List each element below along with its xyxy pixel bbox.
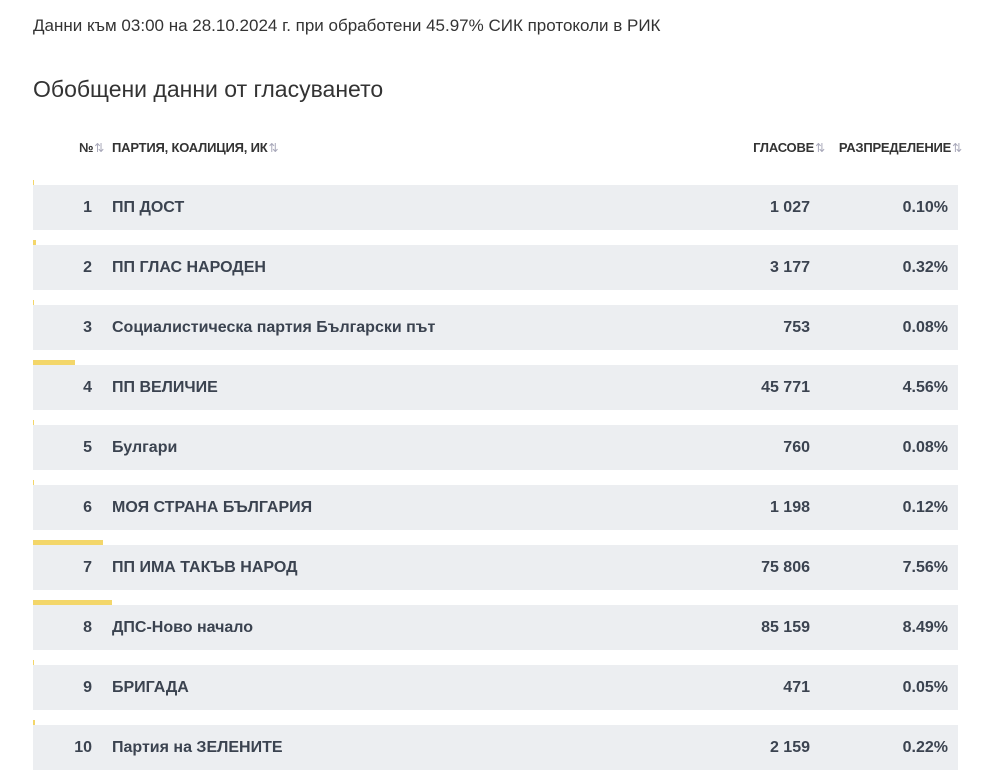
status-line: Данни към 03:00 на 28.10.2024 г. при обр…	[33, 16, 661, 35]
sort-icon: ⇅	[268, 141, 279, 155]
share-bar	[33, 600, 112, 605]
share-label: 0.08%	[902, 439, 948, 456]
share-label: 0.32%	[902, 259, 948, 276]
table-row: 8 ДПС-Ново начало 85 159 8.49%	[33, 605, 958, 650]
share-bar	[33, 480, 35, 485]
party-name: ПП ВЕЛИЧИЕ	[112, 379, 218, 396]
header-cell[interactable]: ГЛАСОВЕ⇅	[753, 140, 825, 155]
row-number: 3	[83, 319, 92, 336]
votes: 75 806	[761, 559, 810, 576]
votes: 753	[783, 319, 810, 336]
header-label: РАЗПРЕДЕЛЕНИЕ	[838, 140, 952, 155]
table-row: 6 МОЯ СТРАНА БЪЛГАРИЯ 1 198 0.12%	[33, 485, 958, 530]
share-label: 4.56%	[902, 379, 948, 396]
header-label: ПАРТИЯ, КОАЛИЦИЯ, ИК	[112, 140, 268, 155]
table-row: 1 ПП ДОСТ 1 027 0.10%	[33, 185, 958, 230]
share-bar	[33, 360, 76, 365]
table-row: 2 ПП ГЛАС НАРОДЕН 3 177 0.32%	[33, 245, 958, 290]
votes: 2 159	[769, 739, 810, 756]
share-bar	[33, 240, 36, 245]
sort-icon: ⇅	[815, 141, 825, 155]
votes: 1 198	[769, 499, 810, 516]
table-row: 5 Булгари 760 0.08%	[33, 425, 958, 470]
sort-icon: ⇅	[952, 141, 962, 155]
votes: 85 159	[761, 619, 810, 636]
header-label: ГЛАСОВЕ	[753, 140, 815, 155]
row-number: 8	[83, 619, 92, 636]
header-cell[interactable]: РАЗПРЕДЕЛЕНИЕ⇅	[839, 140, 962, 155]
header-cell[interactable]: ПАРТИЯ, КОАЛИЦИЯ, ИК⇅	[112, 140, 279, 155]
header-label: №	[79, 140, 94, 155]
votes: 471	[783, 679, 810, 696]
table-row: 9 БРИГАДА 471 0.05%	[33, 665, 958, 710]
party-name: Партия на ЗЕЛЕНИТЕ	[112, 739, 283, 756]
table-row: 4 ПП ВЕЛИЧИЕ 45 771 4.56%	[33, 365, 958, 410]
row-number: 2	[83, 259, 92, 276]
share-label: 8.49%	[902, 619, 948, 636]
share-label: 0.08%	[902, 319, 948, 336]
share-bar	[33, 720, 36, 725]
share-label: 0.10%	[902, 199, 948, 216]
votes: 45 771	[761, 379, 810, 396]
row-number: 1	[83, 199, 92, 216]
party-name: Социалистическа партия Български път	[112, 319, 436, 336]
party-name: ДПС-Ново начало	[112, 619, 254, 636]
party-name: БРИГАДА	[112, 679, 189, 696]
party-name: ПП ИМА ТАКЪВ НАРОД	[112, 559, 298, 576]
votes: 1 027	[769, 199, 810, 216]
row-number: 7	[83, 559, 92, 576]
share-label: 0.05%	[902, 679, 948, 696]
sort-icon: ⇅	[94, 141, 105, 155]
table-row: 7 ПП ИМА ТАКЪВ НАРОД 75 806 7.56%	[33, 545, 958, 590]
row-number: 9	[83, 679, 92, 696]
row-number: 10	[74, 739, 92, 756]
share-bar	[33, 540, 103, 545]
table-row: 10 Партия на ЗЕЛЕНИТЕ 2 159 0.22%	[33, 725, 958, 770]
share-bar	[33, 180, 34, 185]
party-name: МОЯ СТРАНА БЪЛГАРИЯ	[112, 499, 313, 516]
row-number: 6	[83, 499, 92, 516]
share-label: 7.56%	[902, 559, 948, 576]
share-label: 0.22%	[902, 739, 948, 756]
party-name: ПП ДОСТ	[112, 199, 185, 216]
row-number: 4	[83, 379, 92, 396]
section-title: Обобщени данни от гласуването	[33, 76, 384, 102]
table-row: 3 Социалистическа партия Български път 753…	[33, 305, 958, 350]
votes: 760	[783, 439, 810, 456]
party-name: Булгари	[112, 439, 178, 456]
party-name: ПП ГЛАС НАРОДЕН	[112, 259, 266, 276]
header-cell[interactable]: №⇅	[79, 140, 104, 155]
row-number: 5	[83, 439, 92, 456]
share-bar	[33, 300, 34, 305]
votes: 3 177	[769, 259, 810, 276]
share-label: 0.12%	[902, 499, 948, 516]
share-bar	[33, 420, 34, 425]
